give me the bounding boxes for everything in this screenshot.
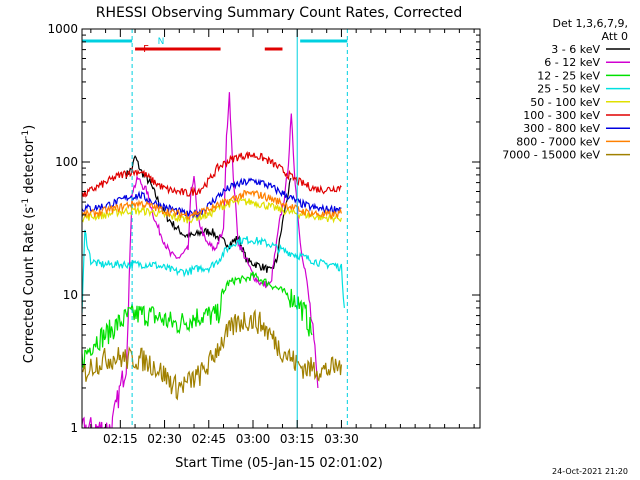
series-line-3 xyxy=(82,271,313,370)
x-axis-ticks: 02:15 02:30 02:45 03:00 03:15 03:30 xyxy=(90,29,475,446)
y-tick-label: 1000 xyxy=(47,22,78,36)
legend-header-line1: Det 1,3,6,7,9, xyxy=(552,17,628,30)
plot-area xyxy=(82,29,348,428)
series-line-6 xyxy=(82,151,342,198)
legend-label-4: 25 - 50 keV xyxy=(537,83,600,96)
legend-label-8: 800 - 7000 keV xyxy=(516,135,600,148)
x-tick-label: 03:30 xyxy=(324,432,359,446)
x-tick-label: 03:15 xyxy=(280,432,315,446)
flare-label: F xyxy=(143,44,149,55)
night-label: N xyxy=(158,37,165,47)
y-axis-label-sup1: -1 xyxy=(21,198,31,207)
series-line-5 xyxy=(82,197,342,224)
y-tick-label: 10 xyxy=(63,288,78,302)
legend-label-6: 100 - 300 keV xyxy=(523,109,600,122)
series-line-8 xyxy=(82,189,342,221)
legend-label-5: 50 - 100 keV xyxy=(530,96,600,109)
y-axis-label-sup2: -1 xyxy=(21,130,31,139)
x-tick-label: 02:15 xyxy=(103,432,138,446)
legend-label-1: 3 - 6 keV xyxy=(551,43,600,56)
x-axis-label: Start Time (05-Jan-15 02:01:02) xyxy=(175,456,383,471)
y-axis-ticks: 1 10 100 1000 xyxy=(47,22,480,435)
x-tick-label: 03:00 xyxy=(236,432,271,446)
y-tick-label: 1 xyxy=(70,421,78,435)
legend-label-3: 12 - 25 keV xyxy=(537,69,600,82)
y-axis-label-mid: detector xyxy=(22,138,37,198)
x-tick-label: 02:45 xyxy=(191,432,226,446)
timestamp-label: 24-Oct-2021 21:20 xyxy=(552,467,628,476)
series-line-7 xyxy=(82,177,342,219)
series-line-4 xyxy=(82,229,345,314)
y-axis-label-main: Corrected Count Rate (s xyxy=(22,207,37,364)
legend-label-2: 6 - 12 keV xyxy=(544,56,600,69)
y-tick-label: 100 xyxy=(55,155,78,169)
chart-title: RHESSI Observing Summary Count Rates, Co… xyxy=(96,5,462,21)
legend-label-9: 7000 - 15000 keV xyxy=(502,149,600,162)
x-tick-label: 02:30 xyxy=(147,432,182,446)
legend-header-line2: Att 0 xyxy=(602,30,628,43)
legend-label-7: 300 - 800 keV xyxy=(523,122,600,135)
plot-frame xyxy=(81,28,481,429)
y-axis-label-end: ) xyxy=(22,125,37,130)
series-line-1 xyxy=(125,155,292,273)
series-line-9 xyxy=(82,308,342,401)
axes xyxy=(81,28,481,429)
series-line-2 xyxy=(82,92,319,428)
y-axis-label: Corrected Count Rate (s-1 detector-1) xyxy=(21,125,37,363)
